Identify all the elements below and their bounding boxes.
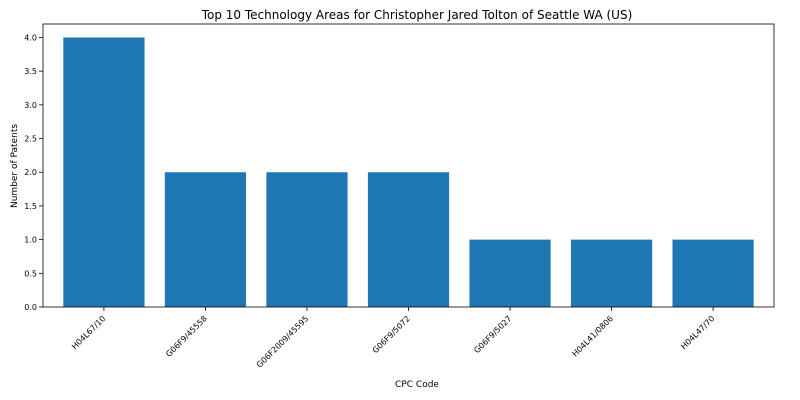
x-tick-label: G06F2009/45595 bbox=[255, 314, 310, 369]
y-tick-label: 2.0 bbox=[24, 168, 37, 177]
x-tick-label: H04L47/70 bbox=[679, 314, 716, 351]
bar-G06F9/5027 bbox=[469, 240, 550, 307]
bar-H04L41/0806 bbox=[571, 240, 652, 307]
bar-H04L47/70 bbox=[672, 240, 753, 307]
x-tick-label: G06F9/5027 bbox=[472, 314, 513, 355]
y-tick-label: 3.0 bbox=[24, 101, 37, 110]
x-tick-label: G06F9/45558 bbox=[164, 314, 209, 359]
x-axis-label: CPC Code bbox=[395, 380, 439, 390]
x-tick-label: H04L41/0806 bbox=[571, 314, 615, 358]
y-tick-label: 0.5 bbox=[24, 269, 37, 278]
y-axis-label: Number of Patents bbox=[10, 124, 20, 208]
chart-title: Top 10 Technology Areas for Christopher … bbox=[201, 8, 633, 22]
x-tick-label: H04L67/10 bbox=[70, 314, 107, 351]
plot-area: 0.0 0.5 1.0 1.5 2.0 2.5 3.0 3.5 4.0 H04L67/10 G06F… bbox=[24, 24, 774, 370]
bar-G06F9/5072 bbox=[368, 172, 449, 307]
bar-H04L67/10 bbox=[63, 37, 144, 307]
y-tick-label: 3.5 bbox=[24, 67, 37, 76]
y-tick-label: 1.0 bbox=[24, 236, 37, 245]
bar-G06F2009/45595 bbox=[266, 172, 347, 307]
y-tick-label: 2.5 bbox=[24, 135, 37, 144]
y-tick-label: 1.5 bbox=[24, 202, 37, 211]
y-tick-label: 4.0 bbox=[24, 33, 37, 42]
x-tick-label: G06F9/5072 bbox=[371, 314, 412, 355]
bar-G06F9/45558 bbox=[165, 172, 246, 307]
y-tick-label: 0.0 bbox=[24, 303, 37, 312]
